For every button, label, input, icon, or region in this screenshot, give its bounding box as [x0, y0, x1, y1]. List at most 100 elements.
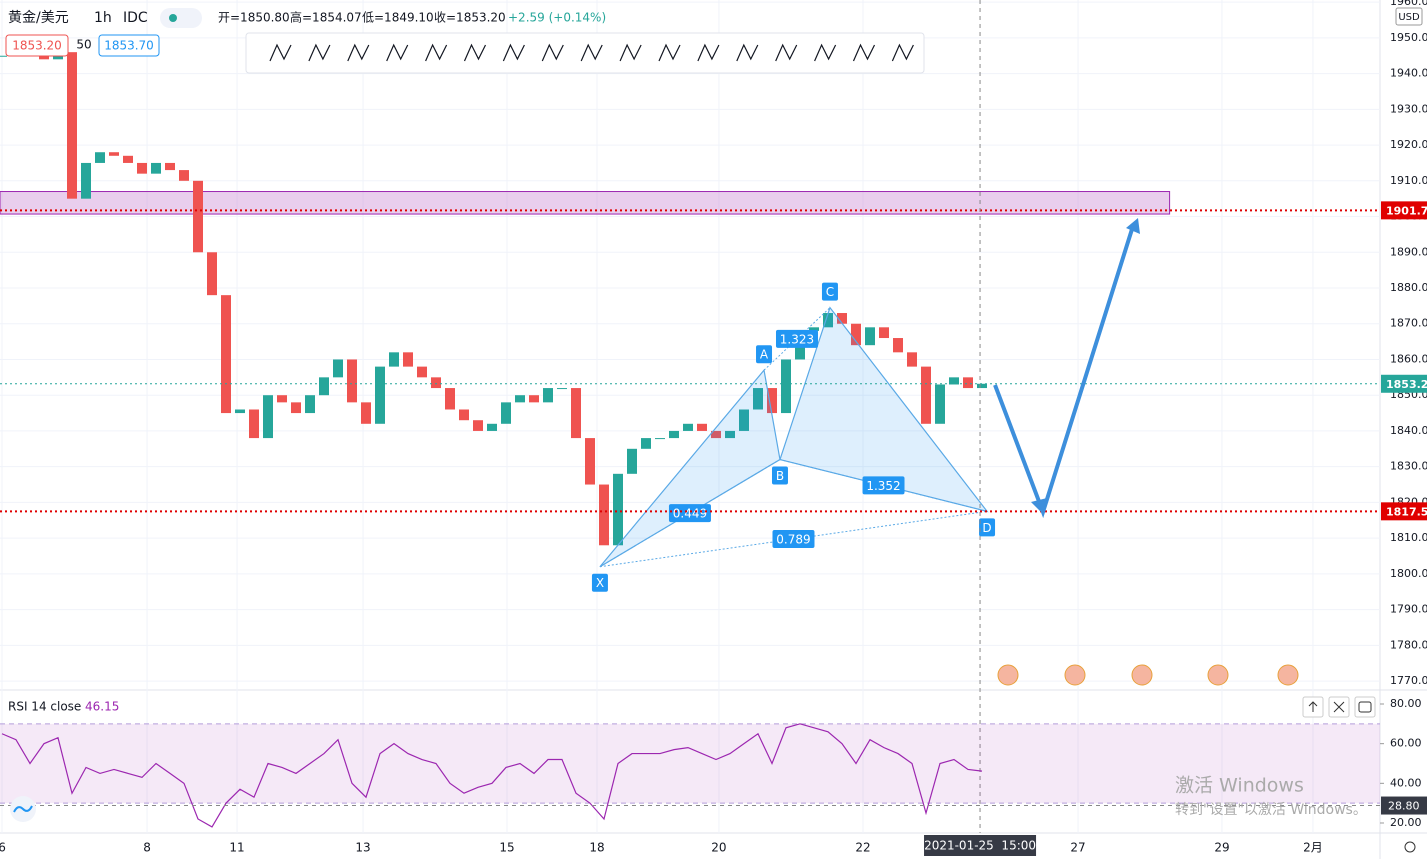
- tool-button[interactable]: [689, 37, 726, 69]
- tool-icon: [852, 43, 876, 62]
- rsi-last: 46.15: [85, 700, 119, 714]
- y-tick-label: 1790.00: [1390, 603, 1427, 616]
- maximize-button[interactable]: [1354, 696, 1376, 718]
- candle: [165, 162, 175, 171]
- drawing-toolbar: [245, 32, 925, 74]
- point-box: [821, 282, 838, 301]
- status-pill[interactable]: [160, 8, 202, 28]
- candle: [179, 170, 189, 181]
- y-tick-label: 1960.00: [1390, 0, 1427, 8]
- candle: [697, 423, 707, 431]
- ratio-line: [599, 510, 988, 568]
- y-tick-label: 1870.00: [1390, 317, 1427, 330]
- x-tick-label: 8: [143, 841, 151, 855]
- rsi-controls: [1302, 696, 1376, 718]
- y-tick-label: 1840.00: [1390, 424, 1427, 437]
- symbol: 黄金/美元: [8, 9, 69, 26]
- candle: [221, 295, 231, 414]
- x-tick-label: 18: [589, 841, 604, 855]
- tool-button[interactable]: [767, 37, 804, 69]
- tool-button[interactable]: [806, 37, 843, 69]
- interval: 1h: [94, 10, 112, 26]
- buy-button[interactable]: [98, 34, 160, 57]
- tool-icon: [463, 43, 487, 62]
- tool-button[interactable]: [534, 37, 571, 69]
- tool-button[interactable]: [728, 37, 765, 69]
- event-icon[interactable]: [1277, 664, 1299, 686]
- icon: [1358, 701, 1372, 713]
- x-tick-label: 13: [355, 841, 370, 855]
- candle: [389, 352, 399, 367]
- candle: [711, 430, 721, 439]
- event-markers: [997, 664, 1299, 686]
- candle: [291, 402, 301, 414]
- candle: [501, 402, 511, 424]
- y-tick-label: 1780.00: [1390, 638, 1427, 651]
- candle: [431, 377, 441, 389]
- point-label: A: [760, 348, 769, 362]
- candle: [445, 388, 455, 410]
- ratio-box: [775, 329, 818, 348]
- candle: [781, 359, 791, 414]
- candle: [515, 395, 525, 403]
- candle: [739, 409, 749, 431]
- event-icon[interactable]: [1131, 664, 1153, 686]
- icon: [1333, 701, 1345, 713]
- tool-button[interactable]: [378, 37, 415, 69]
- event-icon[interactable]: [1064, 664, 1086, 686]
- rsi-line: [1, 723, 983, 828]
- candle: [151, 162, 161, 174]
- crosshair-y-label: 28.80: [1388, 800, 1420, 813]
- candle: [851, 323, 861, 346]
- tool-icon: [619, 43, 642, 62]
- candle: [669, 430, 679, 439]
- candle: [753, 388, 763, 410]
- settings-button[interactable]: [1404, 841, 1416, 853]
- x-tick-label: 15: [499, 841, 514, 855]
- source: IDC: [123, 10, 148, 26]
- tool-button[interactable]: [884, 37, 921, 69]
- x-tick-label: 6: [0, 841, 6, 855]
- candle: [207, 252, 217, 296]
- ohlc-low: 低=1849.10: [362, 11, 434, 25]
- candle: [837, 313, 847, 324]
- tool-button[interactable]: [651, 37, 687, 69]
- y-tick-label: 1770.00: [1390, 674, 1427, 687]
- candle: [543, 388, 553, 403]
- candle: [0, 55, 7, 57]
- tool-icon: [736, 43, 759, 62]
- tool-button[interactable]: [845, 37, 882, 69]
- point-label: B: [776, 469, 784, 483]
- tool-button[interactable]: [612, 37, 649, 69]
- status-dot: [169, 14, 177, 22]
- tool-button[interactable]: [262, 37, 298, 69]
- x-tick-label: 22: [855, 841, 870, 855]
- tool-button[interactable]: [495, 37, 532, 69]
- candle: [599, 484, 609, 546]
- tool-button[interactable]: [300, 37, 337, 69]
- tool-button[interactable]: [417, 37, 454, 69]
- candle: [977, 383, 987, 389]
- y-tick-label: 1800.00: [1390, 567, 1427, 580]
- event-icon[interactable]: [997, 664, 1019, 686]
- price-tag-label: 1817.50: [1386, 505, 1427, 518]
- candle: [767, 388, 777, 414]
- candle: [935, 384, 945, 424]
- candle: [109, 152, 119, 156]
- point-label: X: [596, 576, 604, 590]
- candle: [487, 423, 497, 431]
- tool-icon: [502, 43, 525, 62]
- sell-button[interactable]: [5, 34, 69, 57]
- ohlc-high: 高=1854.07: [290, 10, 362, 25]
- tool-button[interactable]: [573, 37, 610, 69]
- point-label: D: [982, 521, 991, 535]
- event-icon[interactable]: [1207, 664, 1229, 686]
- tool-button[interactable]: [456, 37, 493, 69]
- candle: [81, 162, 91, 199]
- ratio-label: 1.352: [866, 479, 900, 493]
- tool-button[interactable]: [339, 37, 376, 69]
- tool-icon: [308, 43, 331, 62]
- crosshair-x-box: [924, 835, 1037, 856]
- ratio-label: 0.789: [776, 533, 810, 547]
